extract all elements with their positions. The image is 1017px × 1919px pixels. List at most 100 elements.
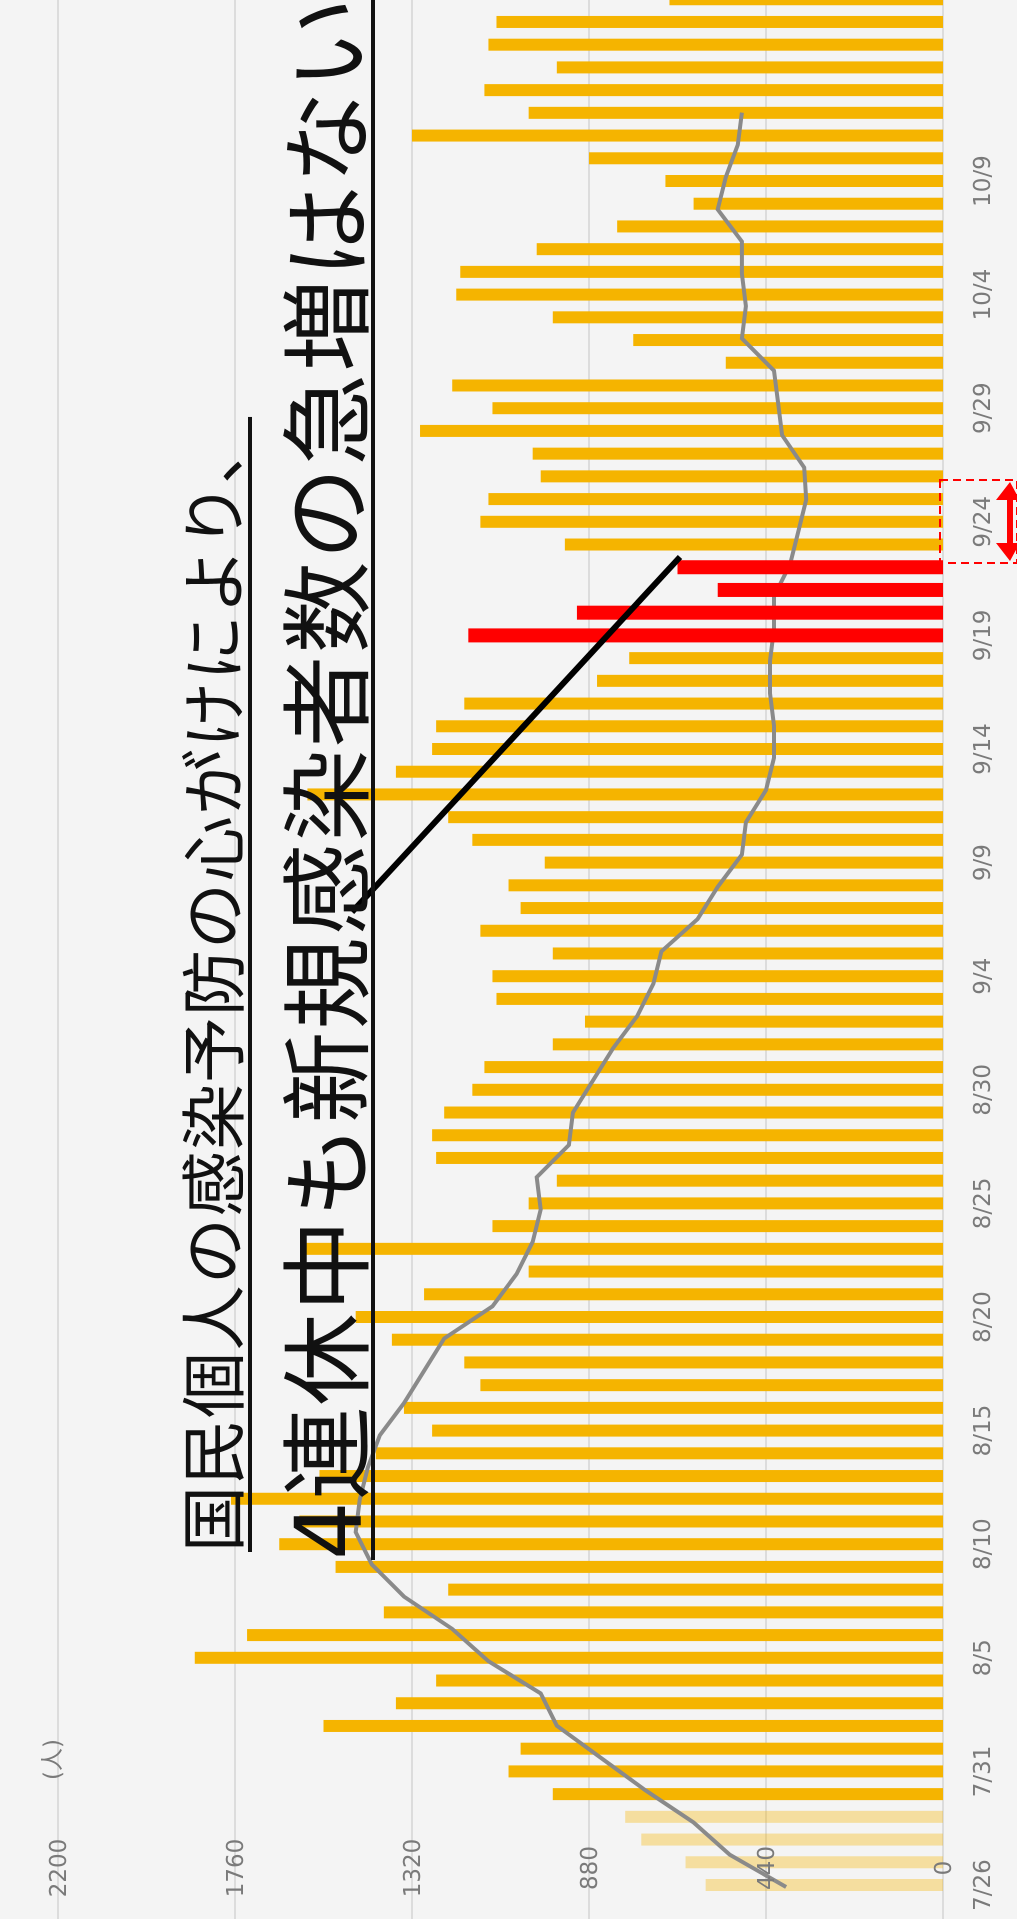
bar (492, 1220, 943, 1233)
bar (480, 1379, 943, 1392)
x-tick-label: 10/4 (970, 269, 996, 321)
bar (508, 1765, 943, 1778)
bar (436, 1674, 943, 1687)
bar (247, 1629, 943, 1642)
bar (391, 1333, 943, 1346)
bar (420, 424, 944, 437)
bar (432, 743, 943, 755)
bar (383, 1606, 943, 1619)
bar (641, 1833, 943, 1846)
bar (299, 1515, 943, 1528)
x-tick-label: 7/31 (970, 1746, 996, 1798)
x-tick-label: 9/4 (970, 958, 996, 995)
x-tick-label: 10/9 (970, 155, 996, 207)
bar (472, 833, 943, 846)
x-tick-label: 8/25 (970, 1178, 996, 1230)
bar (693, 197, 943, 210)
bar (412, 129, 943, 142)
bar (484, 1061, 943, 1074)
bar (492, 970, 943, 983)
bar (456, 288, 943, 301)
bar (564, 538, 943, 551)
highlight-dashed-box (939, 479, 1017, 564)
bar (552, 947, 943, 960)
y-tick-label: 1760 (223, 1839, 249, 1898)
bar (460, 265, 943, 278)
bar (395, 1697, 944, 1710)
bar (472, 1083, 943, 1096)
bar (552, 311, 943, 324)
bar (432, 1129, 943, 1142)
bar (669, 0, 943, 6)
bar (528, 1265, 943, 1278)
x-tick-label: 8/20 (970, 1291, 996, 1343)
bar (633, 334, 943, 347)
bar (520, 902, 943, 915)
bar (230, 1492, 943, 1505)
bar (528, 1197, 943, 1210)
bar (375, 1447, 944, 1460)
x-tick-label: 9/24 (970, 496, 996, 548)
double-arrow-icon (996, 482, 1017, 561)
bar (319, 1470, 943, 1483)
bar (705, 1879, 943, 1891)
bar (432, 1424, 943, 1437)
bar (589, 152, 943, 165)
x-tick-label: 8/30 (970, 1064, 996, 1116)
highlight-bar (576, 605, 943, 620)
bar (625, 1810, 943, 1823)
bar (685, 1856, 943, 1869)
bar (552, 1788, 943, 1801)
x-tick-label: 9/29 (970, 382, 996, 434)
x-axis-tick-labels: 7/26 7/31 8/5 8/10 8/15 8/20 8/25 8/30 9/4 9/9 9/1… (970, 155, 996, 1911)
bar (544, 856, 943, 869)
highlight-bar (677, 560, 943, 575)
x-tick-label: 9/14 (970, 723, 996, 775)
bar (484, 84, 943, 97)
highlight-bars (468, 560, 943, 643)
bar (464, 697, 943, 710)
bar (307, 788, 944, 801)
bar (323, 1719, 943, 1732)
leader-line (349, 554, 683, 915)
bar (536, 243, 943, 256)
title-line-1: 国民個人の感染予防の心がけにより、 (177, 416, 254, 1552)
bar (303, 1242, 943, 1255)
bar (508, 879, 943, 892)
bar (480, 515, 943, 528)
bar (448, 1583, 943, 1596)
y-axis-tick-labels: 0 440 880 1320 1760 2200 (46, 1839, 957, 1898)
bar (496, 992, 943, 1005)
bar (552, 1038, 943, 1051)
y-tick-label: 2200 (46, 1839, 72, 1898)
bar (452, 379, 943, 392)
bar (403, 1401, 943, 1414)
bar (617, 220, 943, 233)
bar (355, 1311, 943, 1323)
bar (532, 447, 943, 460)
unit-label: (人) (40, 1739, 66, 1780)
bar (496, 15, 943, 28)
bar (528, 106, 943, 119)
bar (520, 1742, 943, 1755)
bar (540, 470, 943, 483)
bar (556, 61, 943, 74)
bar (279, 1538, 943, 1551)
y-tick-label: 1320 (400, 1839, 426, 1898)
bar (480, 924, 943, 937)
bar (665, 175, 943, 187)
x-tick-label: 9/9 (970, 844, 996, 881)
y-tick-label: 0 (931, 1861, 957, 1876)
highlight-bar (717, 582, 943, 597)
highlight-bar (468, 628, 943, 643)
bar (436, 1151, 943, 1164)
x-tick-label: 8/15 (970, 1405, 996, 1457)
bar (488, 38, 943, 51)
trend-line (353, 112, 809, 1889)
y-tick-label: 440 (754, 1846, 780, 1890)
bar (464, 1356, 943, 1369)
bar (448, 811, 943, 824)
bar-series (194, 0, 944, 1891)
